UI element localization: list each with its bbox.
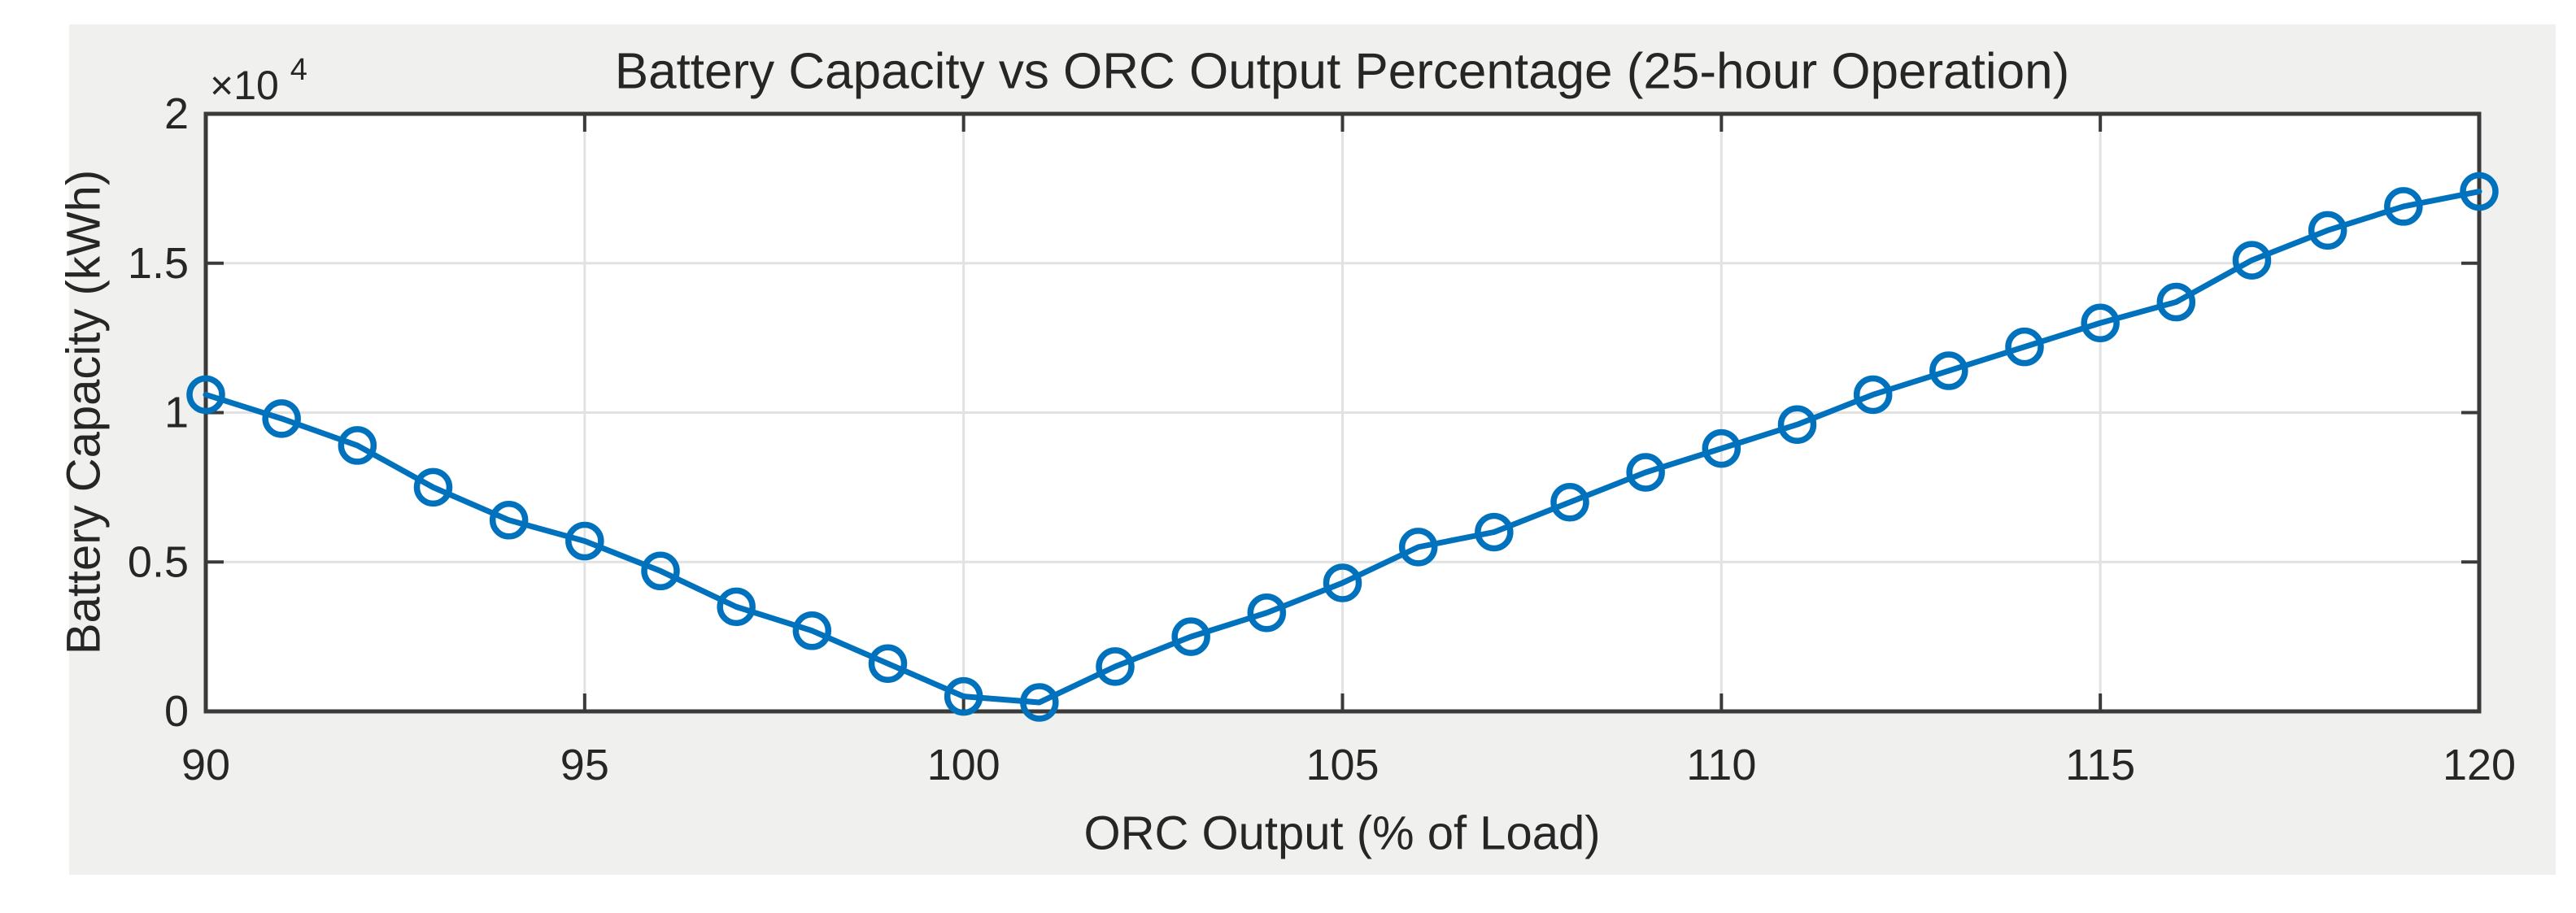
data-point-marker <box>2081 303 2120 342</box>
y-tick-label: 2 <box>164 89 189 138</box>
data-point-marker <box>1853 375 1893 415</box>
data-point-marker <box>1247 593 1287 633</box>
x-tick-labels: 90 95 100 105 110 115 120 <box>181 741 2516 789</box>
x-tick-label: 110 <box>1686 741 1756 789</box>
data-series <box>186 172 2499 722</box>
data-point-marker <box>868 644 908 683</box>
data-point-marker <box>1323 563 1362 602</box>
data-point-marker <box>2460 172 2499 211</box>
data-point-marker <box>2156 282 2196 322</box>
axis-ticks <box>204 112 2481 713</box>
y-tick-label: 1.5 <box>128 239 189 288</box>
data-point-marker <box>1929 351 1968 390</box>
data-point-marker <box>413 467 453 507</box>
data-point-marker <box>1096 647 1135 686</box>
data-point-marker <box>1475 512 1514 552</box>
x-tick-label: 100 <box>927 741 1000 789</box>
chart-title: Battery Capacity vs ORC Output Percentag… <box>615 44 2070 100</box>
gridlines <box>206 114 2479 711</box>
x-tick-label: 90 <box>181 741 230 789</box>
data-point-marker <box>944 676 983 716</box>
data-point-marker <box>1020 683 1059 722</box>
x-axis-label: ORC Output (% of Load) <box>1083 807 1600 860</box>
y-axis-exponent-power: 4 <box>290 53 307 87</box>
data-point-marker <box>792 611 832 650</box>
data-point-marker <box>1550 483 1589 522</box>
data-point-marker <box>2232 241 2272 280</box>
data-point-marker <box>2005 327 2044 367</box>
y-axis-label: Battery Capacity (kWh) <box>58 170 111 654</box>
data-point-marker <box>1398 528 1438 567</box>
y-axis-exponent-base: ×10 <box>210 63 279 108</box>
y-tick-labels: 0 0.5 1 1.5 2 <box>128 89 189 736</box>
data-point-marker <box>2384 187 2423 226</box>
data-point-marker <box>2308 211 2347 250</box>
data-point-marker <box>717 587 756 627</box>
data-point-marker <box>1777 405 1817 444</box>
x-tick-label: 120 <box>2443 741 2516 789</box>
x-tick-label: 115 <box>2065 741 2135 789</box>
data-point-marker <box>1171 617 1210 656</box>
y-tick-label: 1 <box>164 389 189 437</box>
data-point-marker <box>489 501 529 540</box>
data-point-marker <box>641 551 680 591</box>
y-axis-exponent: ×10 4 <box>210 53 307 108</box>
x-tick-label: 95 <box>560 741 609 789</box>
y-tick-label: 0 <box>164 687 189 736</box>
series-line <box>203 189 2482 706</box>
data-point-marker <box>338 426 377 465</box>
data-point-marker <box>262 399 301 438</box>
data-point-marker <box>186 375 225 415</box>
data-point-marker <box>565 521 604 561</box>
data-point-marker <box>1626 453 1665 492</box>
x-tick-label: 105 <box>1305 741 1379 789</box>
data-point-marker <box>1702 428 1741 468</box>
y-tick-label: 0.5 <box>128 537 189 586</box>
